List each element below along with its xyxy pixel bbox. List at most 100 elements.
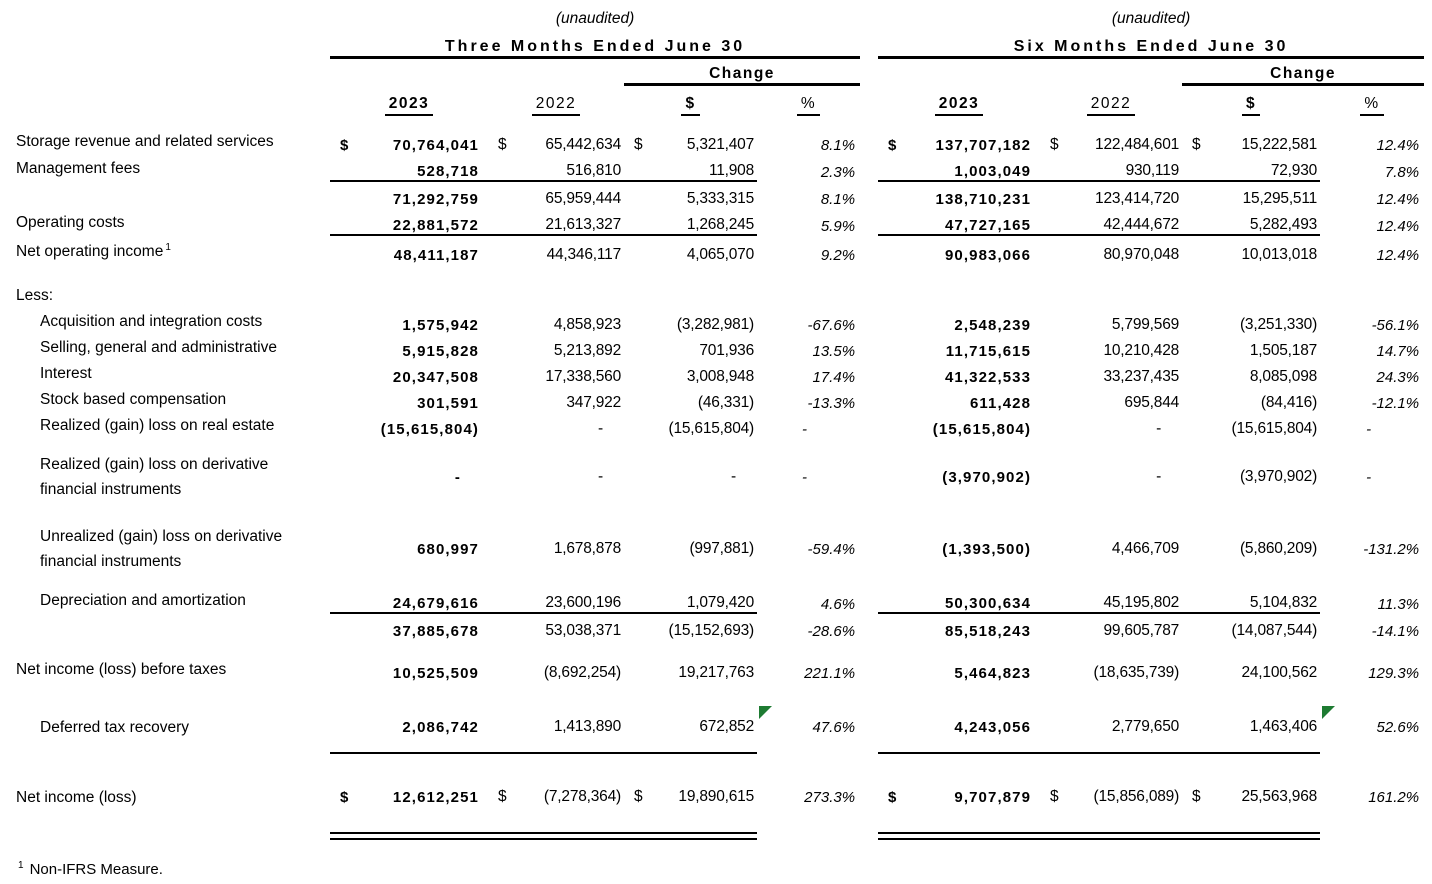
- currency-symbol: $: [1192, 136, 1201, 153]
- percent-cell: 24.3%: [1320, 360, 1424, 386]
- amount-value: 65,442,634: [545, 136, 621, 153]
- percent-value: 14.7%: [1376, 343, 1420, 361]
- amount-value: 2,548,239: [954, 317, 1032, 335]
- amount-value: 23,600,196: [545, 594, 621, 612]
- value-cell: 4,858,923: [488, 308, 624, 334]
- amount-value: (3,970,902): [1239, 468, 1318, 486]
- amount-value: 2,779,650: [1111, 718, 1180, 736]
- change-header-row: Change Change: [14, 57, 1425, 86]
- value-cell: $9,707,879: [878, 778, 1040, 816]
- percent-value: 2.3%: [820, 164, 856, 181]
- amount-value: (3,970,902): [942, 468, 1032, 486]
- row-realized-real-estate: Realized (gain) loss on real estate (15,6…: [14, 412, 1424, 438]
- percent-cell: 129.3%: [1320, 656, 1424, 682]
- row-label: Acquisition and integration costs: [40, 313, 263, 331]
- amount-value: 48,411,187: [393, 247, 479, 265]
- percent-value: 8.1%: [820, 137, 856, 154]
- gap-cell: [860, 452, 878, 502]
- percent-cell: 17.4%: [757, 360, 860, 386]
- column-header-2022: 2022: [531, 95, 581, 116]
- spacer-row: [14, 438, 1424, 452]
- gap-cell: [860, 282, 878, 308]
- value-cell: -: [488, 412, 624, 438]
- value-cell: [1182, 282, 1320, 308]
- percent-value: -131.2%: [1363, 540, 1420, 558]
- double-rule-row: [14, 830, 1424, 841]
- value-cell: 1,268,245: [624, 208, 757, 236]
- percent-cell: 4.6%: [757, 586, 860, 613]
- spacer-cell: [14, 116, 1424, 128]
- amount-value: 122,484,601: [1095, 136, 1180, 153]
- column-header-percent: %: [1360, 95, 1384, 116]
- percent-cell: 52.6%: [1320, 702, 1424, 753]
- value-cell: 5,333,315: [624, 181, 757, 208]
- amount-value: 695,844: [1124, 394, 1180, 412]
- value-cell: (5,860,209): [1182, 524, 1320, 574]
- percent-value: -28.6%: [807, 623, 856, 641]
- value-cell: 47,727,165: [878, 208, 1041, 236]
- amount-value: 5,321,407: [686, 136, 754, 153]
- value-cell: 2,548,239: [878, 308, 1040, 334]
- amount-value: 11,715,615: [945, 343, 1032, 361]
- value-cell: 85,518,243: [878, 613, 1040, 640]
- currency-symbol: $: [634, 788, 643, 806]
- amount-value: 33,237,435: [1103, 368, 1180, 386]
- value-cell: 672,852: [624, 702, 757, 755]
- row-label: Unrealized (gain) loss on derivative fina…: [14, 524, 330, 574]
- value-cell: $ (15,856,089): [1040, 778, 1182, 816]
- percent-cell: 14.7%: [1320, 334, 1424, 360]
- value-cell: 347,922: [488, 386, 624, 412]
- value-cell: 123,414,720: [1040, 181, 1182, 208]
- amount-value: 41,322,533: [944, 369, 1032, 387]
- amount-value: 22,881,572: [392, 217, 479, 234]
- amount-value: (46,331): [697, 394, 754, 412]
- value-cell: 48,411,187: [330, 235, 488, 264]
- amount-value: (15,152,693): [668, 622, 755, 640]
- gap-cell: [860, 360, 878, 386]
- row-label: [14, 613, 330, 640]
- row-label: Stock based compensation: [40, 391, 227, 409]
- value-cell: 80,970,048: [1040, 235, 1182, 264]
- value-cell: (15,615,804): [330, 412, 488, 438]
- amount-value: 72,930: [1270, 162, 1318, 179]
- value-cell: 5,799,569: [1040, 308, 1182, 334]
- amount-value: 4,065,070: [686, 246, 754, 264]
- percent-value: 12.4%: [1376, 247, 1420, 265]
- percent-value: -: [1366, 468, 1372, 486]
- value-cell: 3,008,948: [624, 360, 757, 386]
- value-cell: 5,915,828: [330, 334, 488, 360]
- gap-cell: [860, 154, 878, 181]
- unaudited-row: (unaudited) (unaudited): [14, 4, 1424, 28]
- row-less-heading: Less:: [14, 282, 1424, 308]
- amount-value: (8,692,254): [543, 664, 621, 682]
- amount-value: 19,217,763: [678, 664, 754, 682]
- unaudited-label-six-months: (unaudited): [1111, 10, 1191, 27]
- value-cell: $15,222,581: [1182, 128, 1320, 154]
- currency-symbol: $: [1050, 788, 1059, 806]
- currency-symbol: $: [888, 137, 898, 154]
- amount-value: 3,008,948: [686, 368, 754, 386]
- percent-value: 24.3%: [1376, 369, 1420, 387]
- section-title-three-months: Three Months Ended June 30: [330, 28, 861, 59]
- value-cell: (3,282,981): [624, 308, 757, 334]
- percent-value: 12.4%: [1376, 191, 1420, 208]
- spacer-cell: [14, 753, 1424, 778]
- value-cell: 680,997: [330, 524, 488, 574]
- currency-symbol: $: [888, 788, 898, 806]
- empty-cell: [1320, 830, 1424, 840]
- gap-cell: [860, 830, 878, 840]
- percent-cell: -28.6%: [757, 613, 860, 640]
- section-title-six-months: Six Months Ended June 30: [878, 28, 1425, 59]
- percent-cell: 8.1%: [757, 128, 860, 154]
- amount-value: 15,295,511: [1242, 190, 1318, 207]
- value-cell: 5,282,493: [1182, 208, 1321, 236]
- value-cell: 1,463,406: [1182, 702, 1321, 755]
- value-cell: [624, 282, 757, 308]
- percent-cell: -56.1%: [1320, 308, 1424, 334]
- value-cell: 44,346,117: [488, 235, 624, 264]
- amount-value: 1,268,245: [686, 216, 754, 233]
- percent-cell: 13.5%: [757, 334, 860, 360]
- value-cell: 5,464,823: [878, 656, 1040, 682]
- amount-value: 85,518,243: [944, 623, 1032, 641]
- percent-value: 9.2%: [820, 247, 856, 265]
